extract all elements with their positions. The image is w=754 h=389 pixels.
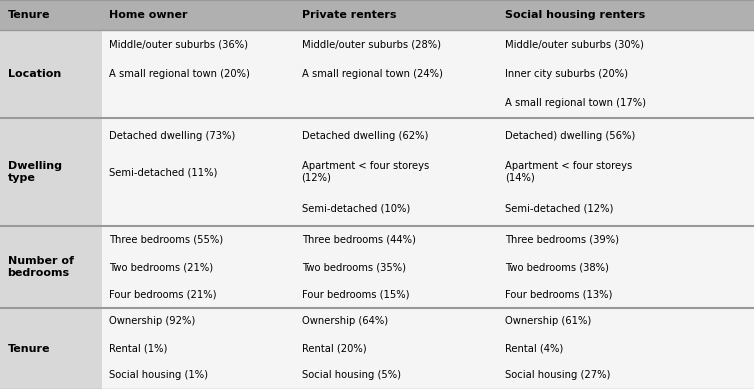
Text: Tenure: Tenure: [8, 343, 50, 354]
Bar: [102, 226, 294, 308]
Text: Four bedrooms (21%): Four bedrooms (21%): [109, 289, 217, 299]
Bar: [102, 118, 294, 226]
Bar: [498, 30, 754, 118]
Bar: [102, 308, 294, 389]
Text: Detached) dwelling (56%): Detached) dwelling (56%): [505, 131, 636, 141]
Text: Three bedrooms (44%): Three bedrooms (44%): [302, 235, 415, 245]
Bar: [294, 308, 498, 389]
Text: Ownership (64%): Ownership (64%): [302, 317, 388, 326]
Text: Rental (4%): Rental (4%): [505, 343, 563, 354]
Bar: [498, 308, 754, 389]
Bar: [0, 30, 102, 118]
Bar: [0, 226, 102, 308]
Bar: [102, 30, 294, 118]
Text: Semi-detached (10%): Semi-detached (10%): [302, 203, 410, 213]
Text: Apartment < four storeys
(12%): Apartment < four storeys (12%): [302, 161, 429, 183]
Text: Apartment < four storeys
(14%): Apartment < four storeys (14%): [505, 161, 633, 183]
Text: Middle/outer suburbs (36%): Middle/outer suburbs (36%): [109, 40, 248, 50]
Text: Number of
bedrooms: Number of bedrooms: [8, 256, 74, 278]
Text: A small regional town (20%): A small regional town (20%): [109, 69, 250, 79]
Text: Detached dwelling (73%): Detached dwelling (73%): [109, 131, 235, 141]
Text: Four bedrooms (13%): Four bedrooms (13%): [505, 289, 612, 299]
Text: Two bedrooms (35%): Two bedrooms (35%): [302, 262, 406, 272]
Bar: [294, 226, 498, 308]
Text: Rental (1%): Rental (1%): [109, 343, 167, 354]
Text: Tenure: Tenure: [8, 10, 50, 20]
Text: Social housing (5%): Social housing (5%): [302, 370, 400, 380]
Text: Semi-detached (12%): Semi-detached (12%): [505, 203, 614, 213]
Bar: [0, 0, 754, 30]
Text: Rental (20%): Rental (20%): [302, 343, 366, 354]
Text: Middle/outer suburbs (28%): Middle/outer suburbs (28%): [302, 40, 440, 50]
Text: Semi-detached (11%): Semi-detached (11%): [109, 167, 218, 177]
Text: Inner city suburbs (20%): Inner city suburbs (20%): [505, 69, 628, 79]
Text: Two bedrooms (38%): Two bedrooms (38%): [505, 262, 609, 272]
Text: Dwelling
type: Dwelling type: [8, 161, 62, 183]
Text: Ownership (92%): Ownership (92%): [109, 317, 195, 326]
Text: Detached dwelling (62%): Detached dwelling (62%): [302, 131, 428, 141]
Bar: [294, 118, 498, 226]
Text: Ownership (61%): Ownership (61%): [505, 317, 591, 326]
Text: Social housing (1%): Social housing (1%): [109, 370, 208, 380]
Bar: [0, 118, 102, 226]
Text: Location: Location: [8, 69, 61, 79]
Text: A small regional town (17%): A small regional town (17%): [505, 98, 646, 108]
Text: Home owner: Home owner: [109, 10, 188, 20]
Text: A small regional town (24%): A small regional town (24%): [302, 69, 443, 79]
Text: Three bedrooms (39%): Three bedrooms (39%): [505, 235, 619, 245]
Text: Middle/outer suburbs (30%): Middle/outer suburbs (30%): [505, 40, 644, 50]
Bar: [498, 118, 754, 226]
Bar: [0, 308, 102, 389]
Bar: [498, 226, 754, 308]
Text: Social housing renters: Social housing renters: [505, 10, 645, 20]
Text: Three bedrooms (55%): Three bedrooms (55%): [109, 235, 223, 245]
Bar: [294, 30, 498, 118]
Text: Four bedrooms (15%): Four bedrooms (15%): [302, 289, 409, 299]
Text: Two bedrooms (21%): Two bedrooms (21%): [109, 262, 213, 272]
Text: Private renters: Private renters: [302, 10, 396, 20]
Text: Social housing (27%): Social housing (27%): [505, 370, 611, 380]
